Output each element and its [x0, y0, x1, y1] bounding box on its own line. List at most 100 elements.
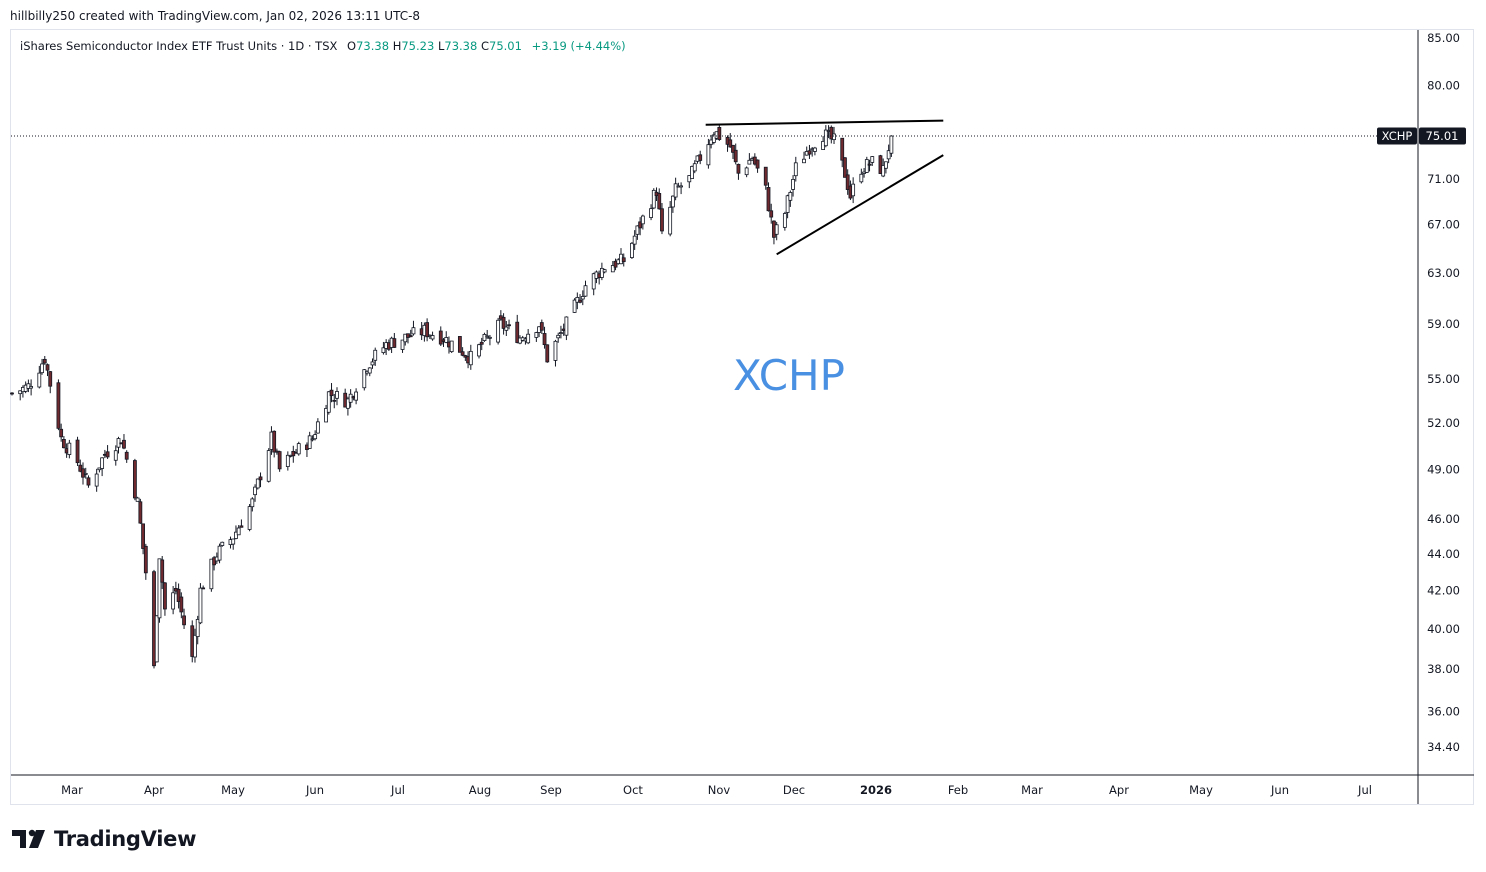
y-tick-label: 40.00 — [1427, 622, 1460, 636]
candle-body — [234, 531, 238, 539]
symbol-legend[interactable]: iShares Semiconductor Index ETF Trust Un… — [20, 39, 626, 53]
legend-ohlc: O73.38 H75.23 L73.38 C75.01 — [347, 39, 526, 53]
candle-body — [253, 486, 257, 496]
trendlines-layer[interactable] — [705, 119, 944, 256]
candle-body — [545, 344, 550, 363]
candle-body — [171, 592, 176, 610]
price-tag-symbol-bg — [1377, 127, 1417, 145]
y-tick-label: 80.00 — [1427, 79, 1460, 93]
candle-body — [425, 322, 430, 338]
candle-body — [277, 451, 282, 470]
chart-credit: hillbilly250 created with TradingView.co… — [10, 9, 421, 23]
candle-body — [788, 192, 793, 201]
candle-body — [553, 340, 558, 361]
candle-body — [250, 498, 255, 508]
tradingview-logo-icon — [12, 829, 45, 848]
candle-body — [449, 340, 454, 353]
chart-frame — [10, 29, 1474, 805]
candle-body — [578, 299, 582, 303]
candle-body — [154, 615, 159, 663]
candle-body — [460, 351, 465, 356]
x-tick-label: Apr — [1109, 783, 1129, 797]
candle-body — [668, 206, 673, 235]
candle-body — [56, 382, 61, 429]
candle-body — [373, 349, 378, 361]
close-value: 75.01 — [489, 39, 522, 53]
candle-body — [313, 434, 318, 440]
time-axis[interactable]: Mar Apr May Jun Jul Aug Sep Oct Nov Dec 2026 Feb Mar… — [61, 783, 1372, 797]
symbol-watermark: XCHP — [733, 351, 845, 400]
candle-body — [867, 163, 872, 166]
candle-body — [692, 163, 697, 172]
candle-body — [48, 371, 53, 387]
price-axis[interactable]: 85.00 80.00 71.00 67.00 63.00 59.00 55.00 52.00… — [1427, 31, 1460, 754]
candle-body — [840, 137, 845, 161]
candle-body — [348, 393, 353, 403]
candle-body — [138, 501, 143, 524]
legend-title: iShares Semiconductor Index ETF Trust Un… — [20, 39, 338, 53]
candle-body — [400, 339, 405, 350]
candle-body — [296, 443, 301, 455]
x-tick-label: Feb — [948, 783, 968, 797]
open-label: O — [347, 39, 357, 53]
candle-body — [731, 144, 735, 153]
trendline[interactable] — [776, 154, 944, 256]
candle-body — [572, 299, 577, 313]
candle-body — [182, 615, 186, 626]
x-tick-label: Dec — [783, 783, 805, 797]
price-tag-value: 75.01 — [1426, 129, 1459, 143]
tradingview-logo-text: TradingView — [54, 827, 197, 851]
candle-body — [258, 476, 263, 481]
candle-body — [141, 523, 145, 549]
candle-body — [755, 159, 760, 169]
candle-body — [583, 285, 588, 297]
candle-body — [507, 324, 511, 327]
candle-body — [542, 333, 547, 346]
candles-layer — [10, 124, 894, 669]
candle-body — [247, 506, 252, 530]
candle-body — [845, 174, 850, 190]
candle-body — [785, 195, 790, 213]
candle-body — [591, 273, 596, 290]
candle-body — [135, 497, 140, 502]
candle-body — [870, 156, 875, 163]
candle-body — [482, 334, 487, 341]
candle-body — [823, 129, 828, 147]
candle-body — [438, 330, 443, 345]
candle-body — [75, 439, 80, 464]
candle-body — [630, 242, 634, 258]
candle-body — [859, 173, 864, 183]
candle-body — [791, 178, 795, 190]
y-tick-label: 52.00 — [1427, 416, 1460, 430]
candle-body — [889, 135, 894, 154]
candle-body — [878, 155, 883, 174]
candle-body — [220, 541, 225, 546]
candle-body — [310, 438, 315, 441]
y-tick-label: 46.00 — [1427, 512, 1460, 526]
candle-body — [198, 587, 203, 624]
trendline[interactable] — [705, 119, 944, 126]
candle-body — [143, 545, 148, 574]
candle-body — [381, 347, 386, 354]
y-tick-label: 63.00 — [1427, 266, 1460, 280]
candle-body — [640, 215, 645, 225]
candle-body — [864, 159, 869, 173]
candle-body — [332, 399, 337, 402]
x-tick-label: May — [221, 783, 245, 797]
y-tick-label: 42.00 — [1427, 584, 1460, 598]
candle-body — [599, 267, 604, 278]
candle-body — [67, 442, 72, 455]
candle-body — [673, 183, 678, 198]
close-label: C — [480, 39, 489, 53]
x-tick-label: Jun — [305, 783, 324, 797]
candle-body — [239, 525, 244, 528]
candle-body — [176, 588, 181, 602]
candle-body — [733, 149, 738, 163]
candle-body — [78, 464, 83, 472]
candle-body — [496, 319, 501, 343]
candle-body — [526, 333, 531, 344]
tradingview-logo[interactable]: TradingView — [12, 827, 196, 851]
candle-body — [83, 472, 88, 475]
candle-body — [40, 363, 44, 374]
